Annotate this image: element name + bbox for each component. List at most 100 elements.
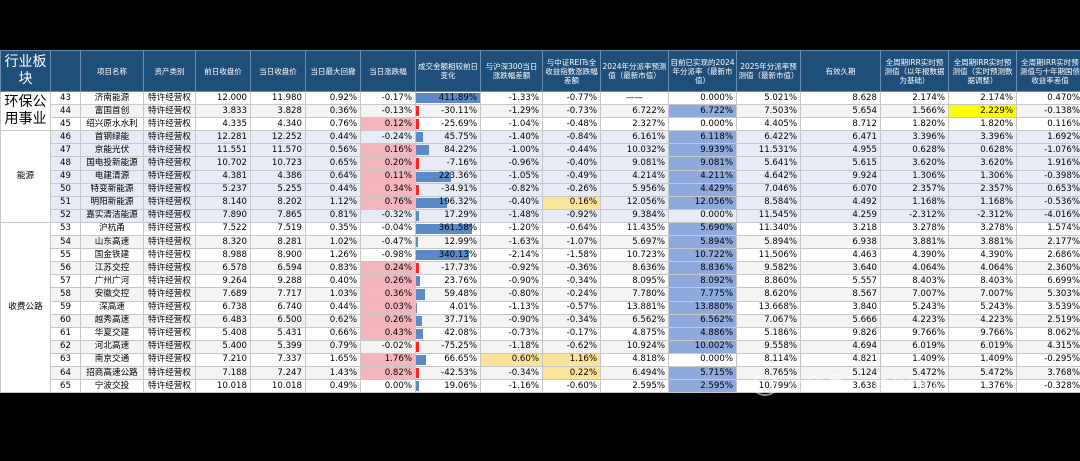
cell-value: -0.47%: [381, 236, 412, 247]
table-cell: 411.89%: [415, 90, 481, 106]
table-cell: 国金铁建: [80, 248, 144, 263]
table-cell: -1.07%: [542, 235, 601, 250]
cell-value: 8.584%: [764, 197, 797, 208]
cell-value: -1.18%: [508, 341, 539, 352]
table-cell: 11.506%: [736, 248, 801, 263]
table-cell: 5.400: [195, 339, 251, 354]
column-header: 全周期IRR实时预测值与十年期国债收益率差值: [1016, 50, 1080, 92]
cell-value: 3.278%: [912, 223, 945, 234]
column-header: 前日收盘价: [195, 50, 251, 92]
cell-value: 7.522: [222, 223, 247, 234]
table-cell: 1.16%: [542, 352, 601, 367]
table-cell: -0.48%: [542, 117, 601, 132]
table-cell: -17.73%: [415, 261, 481, 276]
table-cell: 深高速: [80, 300, 144, 315]
table-cell: 0.16%: [360, 143, 416, 158]
table-cell: -4.016%: [1016, 208, 1080, 223]
table-cell: 特许经营权: [143, 274, 196, 289]
cell-value: 0.628%: [980, 144, 1013, 155]
table-cell: 4.315%: [1016, 339, 1080, 354]
cell-value: 10.032%: [626, 144, 665, 155]
cell-value: 10.723: [271, 158, 302, 169]
cell-value: -0.138%: [1044, 105, 1080, 116]
cell-value: -30.11%: [441, 105, 477, 116]
table-cell: 59.48%: [415, 287, 481, 302]
table-cell: -1.18%: [480, 339, 543, 354]
cell-value: 3.840: [852, 302, 877, 313]
table-cell: 5.408: [195, 326, 251, 341]
cell-value: 57: [60, 275, 71, 286]
sector-label: 环保公用事业: [0, 90, 51, 132]
table-cell: 7.775%: [668, 287, 737, 302]
cell-value: 0.44%: [329, 302, 357, 313]
cell-value: 5.472%: [980, 367, 1013, 378]
cell-value: 6.699%: [1047, 275, 1080, 286]
cell-value: -7.16%: [446, 158, 477, 169]
table-cell: 华夏交建: [80, 326, 144, 341]
cell-value: 特许经营权: [148, 275, 191, 286]
table-cell: 56: [50, 261, 81, 276]
cell-value: 0.00%: [384, 380, 412, 391]
cell-value: -0.90%: [508, 275, 539, 286]
watermark: 公众号 · 谈REITs: [752, 369, 951, 396]
table-cell: 1.306%: [948, 169, 1017, 184]
cell-value: 52: [60, 210, 71, 221]
table-cell: 6.699%: [1016, 274, 1080, 289]
table-cell: 5.641%: [736, 156, 801, 171]
table-cell: 0.81%: [305, 208, 361, 223]
cell-value: 11.340%: [758, 223, 797, 234]
cell-value: 50: [60, 184, 71, 195]
cell-value: 5.690%: [700, 223, 733, 234]
cell-value: 13.668%: [758, 302, 797, 313]
table-cell: -1.48%: [480, 208, 543, 223]
cell-value: 1.409%: [980, 354, 1013, 365]
table-cell: -0.26%: [542, 182, 601, 197]
cell-value: 9.826: [852, 328, 877, 339]
table-cell: -0.17%: [360, 90, 416, 106]
cell-value: 8.095%: [632, 275, 665, 286]
cell-value: 9.582%: [764, 262, 797, 273]
cell-value: 3.539%: [1047, 302, 1080, 313]
cell-value: 7.890: [222, 210, 247, 221]
table-row: 环保公用事业 43 济南能源 特许经营权 12.000 11.980 0.92% -0.17%…: [0, 90, 1080, 132]
cell-value: 4.223%: [912, 315, 945, 326]
table-cell: -2.14%: [480, 248, 543, 263]
table-cell: -0.77%: [542, 90, 601, 106]
cell-value: 特许经营权: [148, 118, 191, 129]
cell-value: 66.65%: [444, 354, 477, 365]
volume-change-bar: [416, 381, 419, 392]
table-cell: 48: [50, 156, 81, 171]
table-cell: 6.494%: [600, 365, 669, 381]
table-cell: -0.04%: [360, 221, 416, 237]
cell-value: 5.399: [277, 341, 302, 352]
table-cell: -0.73%: [480, 326, 543, 341]
cell-value: 0.000%: [700, 210, 733, 221]
table-cell: 1.168%: [948, 195, 1017, 210]
table-cell: 4.492: [800, 195, 881, 210]
table-cell: 3.620%: [880, 156, 949, 171]
cell-value: -0.17%: [381, 92, 412, 103]
table-cell: 46: [50, 130, 81, 145]
cell-value: 2.595%: [700, 380, 733, 391]
table-cell: 特许经营权: [143, 90, 196, 106]
cell-value: 3.620%: [980, 158, 1013, 169]
table-row: 55 国金铁建 特许经营权 8.988 8.900 1.26% -0.98% 340.13% -…: [1, 248, 1080, 263]
table-cell: 8.620%: [736, 287, 801, 302]
table-cell: 361.58%: [415, 221, 481, 237]
cell-value: -0.36%: [566, 262, 597, 273]
table-row: 44 富国首创 特许经营权 3.833 3.828 0.36% -0.13% -30.11% -…: [1, 104, 1080, 119]
cell-value: -0.26%: [566, 184, 597, 195]
cell-value: 7.046%: [764, 184, 797, 195]
cell-value: 0.12%: [384, 118, 412, 129]
table-cell: 8.281: [250, 235, 306, 250]
cell-value: 5.641%: [764, 158, 797, 169]
table-cell: 0.628%: [948, 143, 1017, 158]
table-cell: 12.99%: [415, 235, 481, 250]
cell-value: 1.306%: [980, 171, 1013, 182]
cell-value: 1.168%: [980, 197, 1013, 208]
table-cell: 11.545%: [736, 208, 801, 223]
wechat-icon: [752, 373, 778, 396]
cell-value: 8.320: [222, 236, 247, 247]
cell-value: 0.76%: [384, 197, 412, 208]
cell-value: 3.833: [222, 105, 247, 116]
